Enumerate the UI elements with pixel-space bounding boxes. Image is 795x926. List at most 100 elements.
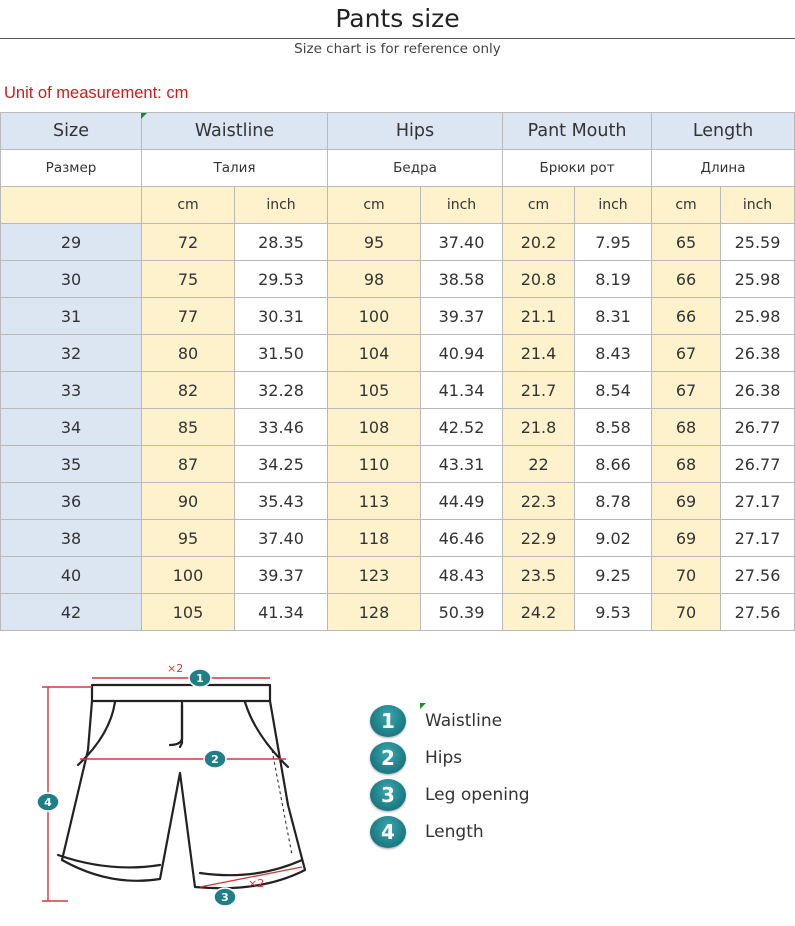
length-inch-cell: 26.77 xyxy=(720,445,795,483)
waist-inch-cell: 32.28 xyxy=(234,371,328,409)
hips-inch-cell: 37.40 xyxy=(420,223,503,261)
table-row: 32 80 31.50 104 40.94 21.4 8.43 67 26.38 xyxy=(0,334,795,372)
waist-cm-cell: 105 xyxy=(141,593,235,631)
unit-inch: inch xyxy=(573,186,653,224)
svg-text:1: 1 xyxy=(196,672,204,685)
table-row: 29 72 28.35 95 37.40 20.2 7.95 65 25.59 xyxy=(0,223,795,261)
table-row: 30 75 29.53 98 38.58 20.8 8.19 66 25.98 xyxy=(0,260,795,298)
mouth-cm-cell: 22 xyxy=(502,445,575,483)
hips-cm-cell: 123 xyxy=(327,556,421,594)
size-chart-table: Size Waistline Hips Pant Mouth Length Ра… xyxy=(0,112,795,631)
size-value-cell: 40 xyxy=(0,556,142,594)
length-inch-cell: 27.17 xyxy=(720,482,795,520)
legend-item-leg-opening: 3 Leg opening xyxy=(370,779,630,813)
hips-cm-cell: 98 xyxy=(327,260,421,298)
hips-cm-cell: 113 xyxy=(327,482,421,520)
mouth-inch-cell: 8.31 xyxy=(573,297,653,335)
mouth-cm-cell: 21.7 xyxy=(502,371,575,409)
size-value-cell: 33 xyxy=(0,371,142,409)
mouth-inch-cell: 8.19 xyxy=(573,260,653,298)
mouth-cm-cell: 24.2 xyxy=(502,593,575,631)
svg-text:3: 3 xyxy=(221,891,229,904)
unit-inch: inch xyxy=(720,186,795,224)
mouth-inch-cell: 9.25 xyxy=(573,556,653,594)
table-row: 42 105 41.34 128 50.39 24.2 9.53 70 27.56 xyxy=(0,593,795,631)
header-row-russian: Размер Талия Бедра Брюки рот Длина xyxy=(0,149,795,187)
hips-cm-cell: 108 xyxy=(327,408,421,446)
mouth-cm-cell: 23.5 xyxy=(502,556,575,594)
legend-badge: 4 xyxy=(370,816,406,848)
legend-label: Leg opening xyxy=(425,785,530,805)
length-cm-cell: 69 xyxy=(651,519,722,557)
length-inch-cell: 27.56 xyxy=(720,556,795,594)
length-cm-cell: 68 xyxy=(651,445,722,483)
waist-inch-cell: 31.50 xyxy=(234,334,328,372)
waist-inch-cell: 28.35 xyxy=(234,223,328,261)
mouth-inch-cell: 7.95 xyxy=(573,223,653,261)
table-row: 36 90 35.43 113 44.49 22.3 8.78 69 27.17 xyxy=(0,482,795,520)
waist-cm-cell: 82 xyxy=(141,371,235,409)
left-hem xyxy=(56,853,162,869)
table-row: 31 77 30.31 100 39.37 21.1 8.31 66 25.98 xyxy=(0,297,795,335)
title-divider xyxy=(0,38,795,39)
hips-inch-cell: 38.58 xyxy=(420,260,503,298)
unit-inch: inch xyxy=(420,186,503,224)
page-title: Pants size xyxy=(335,4,460,33)
length-cm-cell: 66 xyxy=(651,260,722,298)
svg-text:2: 2 xyxy=(211,753,219,766)
waist-inch-cell: 35.43 xyxy=(234,482,328,520)
hips-cm-cell: 128 xyxy=(327,593,421,631)
hips-inch-cell: 50.39 xyxy=(420,593,503,631)
shorts-diagram: ×2 ×2 1 2 3 4 xyxy=(36,662,307,907)
units-row: cm inch cm inch cm inch cm inch xyxy=(0,186,795,224)
waist-cm-cell: 80 xyxy=(141,334,235,372)
hips-inch-cell: 44.49 xyxy=(420,482,503,520)
size-value-cell: 30 xyxy=(0,260,142,298)
waist-cm-cell: 87 xyxy=(141,445,235,483)
header-pant-mouth-ru: Брюки рот xyxy=(501,149,653,187)
size-value-cell: 38 xyxy=(0,519,142,557)
legend-item-waistline: 1 Waistline xyxy=(370,705,630,739)
waist-inch-cell: 33.46 xyxy=(234,408,328,446)
hips-cm-cell: 95 xyxy=(327,223,421,261)
legend-label: Waistline xyxy=(425,711,503,731)
size-value-cell: 32 xyxy=(0,334,142,372)
mouth-inch-cell: 9.53 xyxy=(573,593,653,631)
marker-badge-1: 1 xyxy=(188,668,212,688)
mouth-inch-cell: 8.54 xyxy=(573,371,653,409)
waist-multiplier: ×2 xyxy=(167,662,183,675)
mouth-cm-cell: 21.4 xyxy=(502,334,575,372)
length-inch-cell: 25.98 xyxy=(720,297,795,335)
unit-inch: inch xyxy=(234,186,328,224)
mouth-inch-cell: 8.43 xyxy=(573,334,653,372)
size-value-cell: 31 xyxy=(0,297,142,335)
header-row: Size Waistline Hips Pant Mouth Length xyxy=(0,112,795,150)
length-cm-cell: 65 xyxy=(651,223,722,261)
mouth-inch-cell: 8.58 xyxy=(573,408,653,446)
waist-cm-cell: 100 xyxy=(141,556,235,594)
hips-cm-cell: 110 xyxy=(327,445,421,483)
length-cm-cell: 70 xyxy=(651,593,722,631)
size-value-cell: 35 xyxy=(0,445,142,483)
mouth-cm-cell: 22.9 xyxy=(502,519,575,557)
right-pocket xyxy=(243,700,290,769)
length-cm-cell: 67 xyxy=(651,334,722,372)
mouth-inch-cell: 9.02 xyxy=(573,519,653,557)
hips-cm-cell: 100 xyxy=(327,297,421,335)
hips-cm-cell: 104 xyxy=(327,334,421,372)
page-subtitle: Size chart is for reference only xyxy=(294,41,501,57)
header-hips-ru: Бедра xyxy=(327,149,503,187)
marker-badge-4: 4 xyxy=(36,792,60,812)
length-cm-cell: 68 xyxy=(651,408,722,446)
legend-label: Hips xyxy=(425,748,463,768)
table-row: 35 87 34.25 110 43.31 22 8.66 68 26.77 xyxy=(0,445,795,483)
waistband xyxy=(90,683,272,703)
hips-inch-cell: 48.43 xyxy=(420,556,503,594)
header-length-ru: Длина xyxy=(651,149,795,187)
size-value-cell: 42 xyxy=(0,593,142,631)
units-blank xyxy=(0,186,142,224)
hips-inch-cell: 43.31 xyxy=(420,445,503,483)
header-hips: Hips xyxy=(327,112,503,150)
mouth-cm-cell: 21.8 xyxy=(502,408,575,446)
length-inch-cell: 25.59 xyxy=(720,223,795,261)
